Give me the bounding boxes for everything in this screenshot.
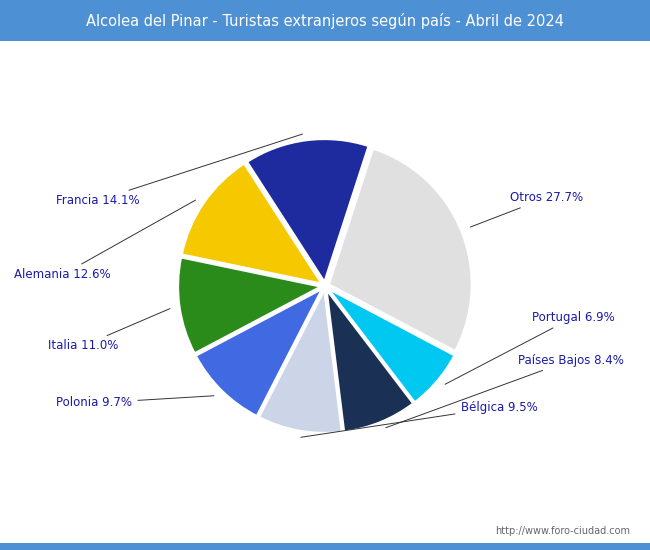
- Text: Otros 27.7%: Otros 27.7%: [471, 191, 584, 227]
- Text: Alemania 12.6%: Alemania 12.6%: [14, 200, 196, 281]
- Wedge shape: [328, 289, 454, 402]
- Text: Países Bajos 8.4%: Países Bajos 8.4%: [386, 354, 623, 428]
- Wedge shape: [259, 290, 342, 433]
- Wedge shape: [326, 290, 413, 432]
- Text: Polonia 9.7%: Polonia 9.7%: [57, 396, 214, 410]
- Text: Italia 11.0%: Italia 11.0%: [47, 309, 170, 353]
- Wedge shape: [196, 289, 322, 416]
- Wedge shape: [247, 139, 369, 282]
- Text: Alcolea del Pinar - Turistas extranjeros según país - Abril de 2024: Alcolea del Pinar - Turistas extranjeros…: [86, 13, 564, 29]
- Text: http://www.foro-ciudad.com: http://www.foro-ciudad.com: [495, 526, 630, 536]
- Text: Francia 14.1%: Francia 14.1%: [56, 134, 302, 207]
- Wedge shape: [178, 257, 320, 353]
- Wedge shape: [329, 148, 472, 351]
- Wedge shape: [182, 164, 322, 284]
- Text: Portugal 6.9%: Portugal 6.9%: [445, 311, 615, 384]
- Text: Bélgica 9.5%: Bélgica 9.5%: [301, 401, 538, 437]
